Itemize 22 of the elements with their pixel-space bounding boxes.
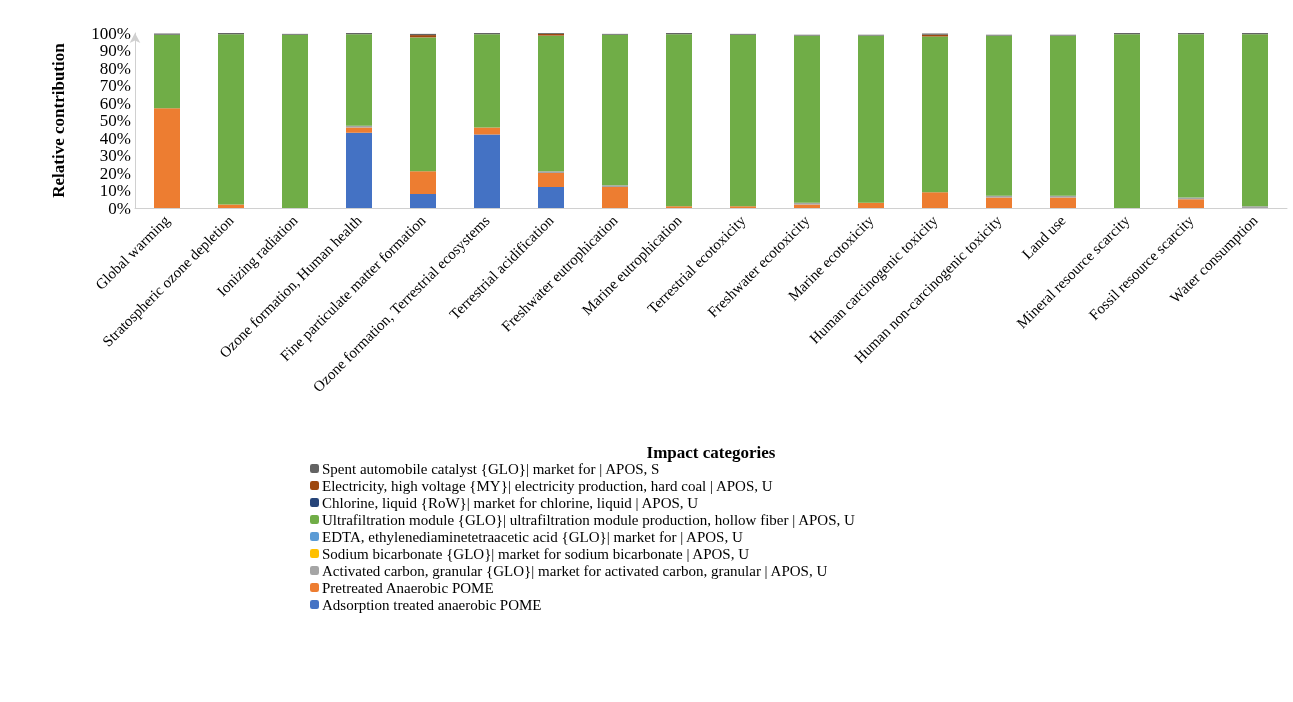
x-axis-title: Impact categories — [646, 443, 776, 462]
legend-label: Spent automobile catalyst {GLO}| market for | APOS, S — [322, 460, 660, 477]
y-tick-label: 100% — [91, 23, 131, 43]
legend-label: Electricity, high voltage {MY}| electricity production, hard coal | APOS, U — [322, 477, 773, 494]
y-tick-label: 20% — [99, 163, 131, 183]
y-tick-label: 40% — [99, 128, 131, 148]
y-tick-label: 50% — [99, 111, 131, 130]
legend-label: EDTA, ethylenediaminetetraacetic acid {GLO}| market for | APOS, U — [322, 528, 743, 545]
legend-label: Activated carbon, granular {GLO}| market for activated carbon, granular | APOS, U — [322, 562, 828, 579]
y-tick-label: 60% — [99, 93, 131, 113]
y-tick-label: 80% — [99, 58, 131, 78]
y-axis-title: Relative contribution — [49, 42, 68, 198]
y-tick-label: 10% — [99, 181, 131, 200]
y-tick-label: 30% — [99, 146, 131, 165]
legend-label: Pretreated Anaerobic POME — [322, 579, 494, 596]
legend-label: Ultrafiltration module {GLO}| ultrafiltration module production, hollow fiber | APOS, U — [322, 511, 855, 528]
legend-label: Sodium bicarbonate {GLO}| market for sodium bicarbonate | APOS, U — [322, 545, 750, 562]
legend-label: Adsorption treated anaerobic POME — [322, 596, 542, 613]
legend-label: Chlorine, liquid {RoW}| market for chlorine, liquid | APOS, U — [322, 494, 699, 511]
y-tick-label: 0% — [108, 198, 131, 218]
y-tick-label: 90% — [99, 41, 131, 60]
y-tick-label: 70% — [99, 76, 131, 95]
